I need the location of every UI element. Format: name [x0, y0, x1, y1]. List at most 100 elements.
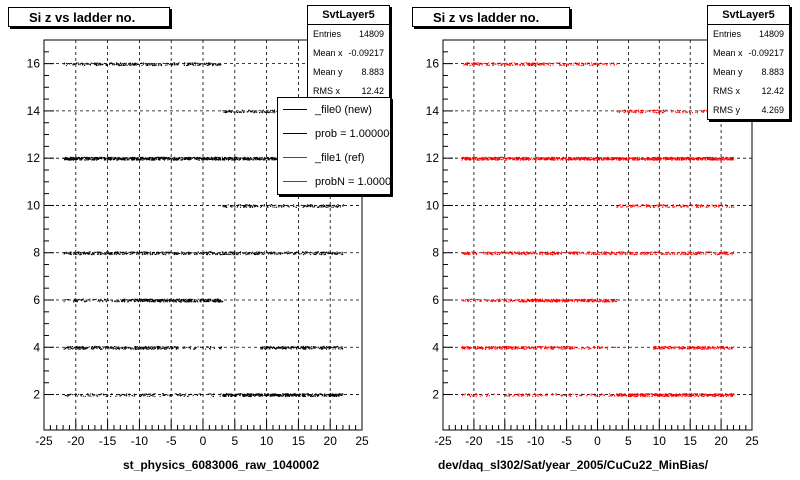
data-point: [612, 346, 614, 348]
data-point: [732, 394, 734, 396]
data-point: [502, 346, 504, 348]
data-point: [663, 393, 665, 395]
data-point: [669, 393, 671, 395]
data-point: [159, 301, 161, 303]
data-point: [275, 204, 277, 206]
data-point: [160, 348, 162, 350]
y-tick-label: 6: [33, 293, 40, 307]
data-point: [203, 63, 205, 65]
data-point: [488, 299, 490, 301]
data-point: [702, 348, 704, 350]
data-point: [125, 346, 127, 348]
data-point: [245, 158, 247, 160]
data-point: [326, 395, 328, 397]
data-point: [85, 299, 87, 301]
data-point: [726, 347, 728, 349]
data-point: [552, 348, 554, 350]
data-point: [65, 251, 67, 253]
data-point: [521, 346, 523, 348]
data-point: [214, 158, 216, 160]
data-point: [685, 395, 687, 397]
data-point: [653, 347, 655, 349]
data-point: [674, 394, 676, 396]
data-point: [100, 348, 102, 350]
data-point: [89, 298, 91, 300]
data-point: [241, 393, 243, 395]
data-point: [481, 347, 483, 349]
data-point: [717, 346, 719, 348]
data-point: [185, 301, 187, 303]
data-point: [237, 393, 239, 395]
data-point: [84, 64, 86, 66]
data-point: [99, 157, 101, 159]
data-point: [161, 252, 163, 254]
data-point: [85, 252, 87, 254]
data-point: [323, 206, 325, 208]
data-point: [683, 393, 685, 395]
data-point: [124, 348, 126, 350]
data-point: [326, 206, 328, 208]
data-point: [471, 347, 473, 349]
data-point: [319, 205, 321, 207]
data-point: [226, 253, 228, 255]
data-point: [122, 251, 124, 253]
data-point: [281, 346, 283, 348]
data-point: [265, 394, 267, 396]
data-point: [68, 299, 70, 301]
data-point: [567, 394, 569, 396]
x-tick-label: -5: [166, 434, 177, 448]
data-point: [170, 395, 172, 397]
data-point: [210, 158, 212, 160]
data-point: [200, 253, 202, 255]
data-point: [136, 63, 138, 65]
data-point: [637, 393, 639, 395]
data-point: [569, 346, 571, 348]
data-point: [171, 394, 173, 396]
data-point: [687, 393, 689, 395]
data-point: [163, 394, 165, 396]
data-point: [123, 348, 125, 350]
data-point: [155, 299, 157, 301]
data-point: [660, 395, 662, 397]
data-point: [243, 158, 245, 160]
data-point: [315, 393, 317, 395]
data-point: [79, 159, 81, 161]
data-point: [113, 63, 115, 65]
data-point: [188, 159, 190, 161]
data-point: [167, 300, 169, 302]
data-point: [81, 158, 83, 160]
data-point: [121, 159, 123, 161]
data-point: [305, 205, 307, 207]
data-point: [499, 347, 501, 349]
data-point: [216, 158, 218, 160]
data-point: [294, 395, 296, 397]
data-point: [645, 395, 647, 397]
data-point: [213, 393, 215, 395]
data-point: [138, 299, 140, 301]
data-point: [102, 300, 104, 302]
data-point: [118, 158, 120, 160]
data-point: [524, 346, 526, 348]
data-point: [278, 206, 280, 208]
data-point: [505, 346, 507, 348]
data-point: [98, 64, 100, 66]
data-point: [198, 157, 200, 159]
data-point: [177, 299, 179, 301]
data-point: [119, 157, 121, 159]
data-point: [183, 64, 185, 66]
data-point: [166, 298, 168, 300]
data-point: [191, 300, 193, 302]
data-point: [134, 346, 136, 348]
data-point: [467, 346, 469, 348]
data-point: [240, 206, 242, 208]
data-point: [477, 299, 479, 301]
data-point: [131, 159, 133, 161]
data-point: [248, 393, 250, 395]
data-point: [250, 395, 252, 397]
data-point: [123, 64, 125, 66]
data-point: [696, 395, 698, 397]
data-point: [509, 301, 511, 303]
data-point: [275, 159, 277, 161]
data-point: [333, 395, 335, 397]
